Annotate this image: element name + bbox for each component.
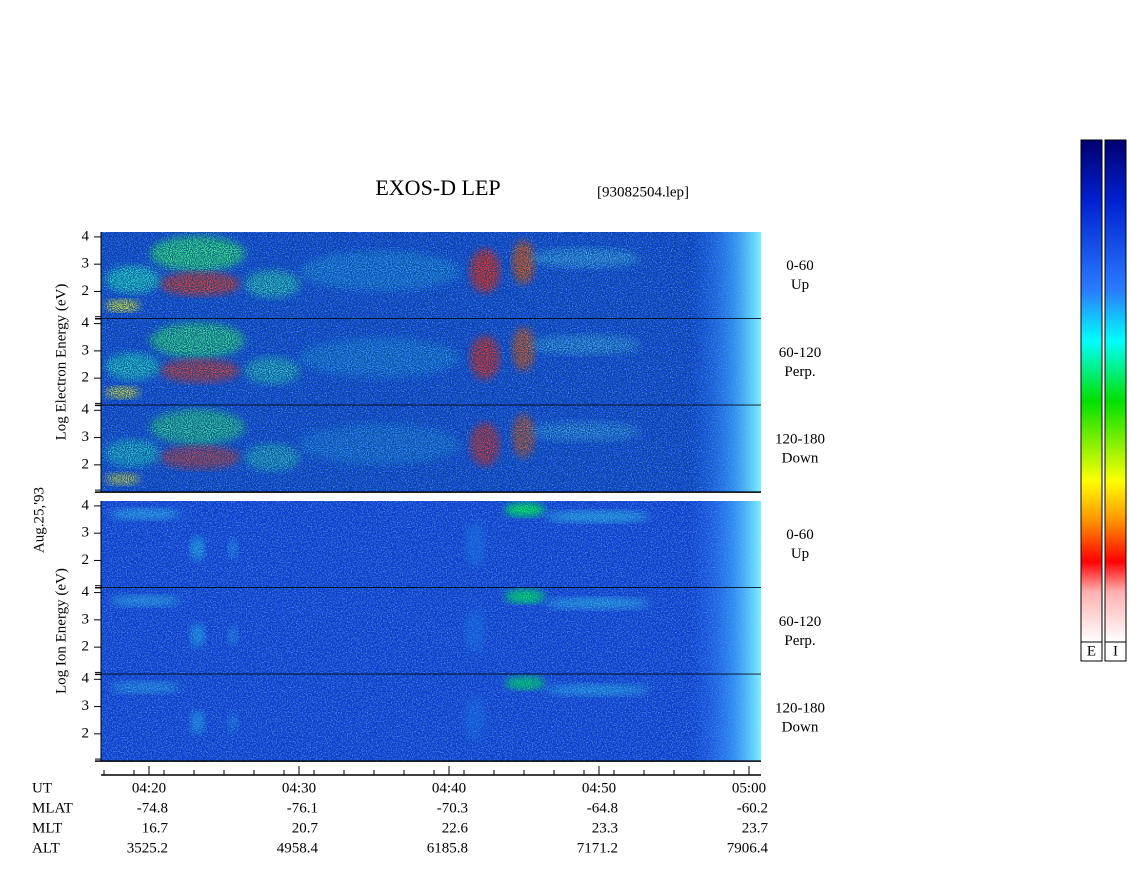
spectrogram <box>101 587 761 675</box>
direction-label: Down <box>782 451 819 467</box>
date-label: Aug.25,'93 <box>31 487 47 553</box>
y-tick-label: 3 <box>82 698 90 714</box>
color-bar <box>1080 139 1103 643</box>
y-tick-label: 4 <box>82 671 90 687</box>
row-value: 4958.4 <box>277 840 319 856</box>
y-tick-label: 3 <box>82 611 90 627</box>
file-name: [93082504.lep] <box>597 184 689 200</box>
speckle <box>101 587 761 675</box>
row-value: -70.3 <box>437 800 468 816</box>
y-tick-label: 3 <box>82 525 90 541</box>
y-tick-label: 2 <box>82 283 90 299</box>
row-value: 7906.4 <box>727 840 769 856</box>
row-value: 6185.8 <box>427 840 468 856</box>
speckle <box>101 318 761 406</box>
spectrogram <box>101 674 761 762</box>
x-tick-label: 04:40 <box>432 780 466 796</box>
y-tick-label: 4 <box>82 584 90 600</box>
row-value: 7171.2 <box>577 840 618 856</box>
y-tick-label: 2 <box>82 370 90 386</box>
edge-glow <box>690 501 761 588</box>
y-tick-label: 2 <box>82 725 90 741</box>
spectrogram <box>101 501 761 588</box>
spectrogram <box>101 318 761 406</box>
color-bar-label: I <box>1113 643 1118 659</box>
row-label: ALT <box>32 840 60 856</box>
row-value: 22.6 <box>442 820 469 836</box>
angle-label: 60-120 <box>779 345 822 361</box>
direction-label: Perp. <box>784 364 815 380</box>
y-tick-label: 4 <box>82 402 90 418</box>
color-bar-box <box>1080 641 1103 662</box>
row-value: 16.7 <box>142 820 169 836</box>
row-value: 3525.2 <box>127 840 168 856</box>
y-tick-label: 2 <box>82 639 90 655</box>
y-tick-label: 3 <box>82 429 90 445</box>
y-tick-label: 3 <box>82 342 90 358</box>
edge-glow <box>690 232 761 319</box>
color-bar-label: E <box>1087 643 1096 659</box>
spectrogram <box>101 405 761 493</box>
edge-glow <box>690 318 761 406</box>
x-tick-label: 04:20 <box>132 780 166 796</box>
row-value: -64.8 <box>587 800 618 816</box>
edge-glow <box>690 674 761 762</box>
x-tick-label: 05:00 <box>732 780 766 796</box>
y-tick-label: 4 <box>82 315 90 331</box>
x-axis-label: UT <box>32 780 52 796</box>
chart-title: EXOS-D LEP <box>375 175 500 200</box>
y-tick-label: 3 <box>82 256 90 272</box>
y-tick-label: 2 <box>82 552 90 568</box>
row-value: 23.7 <box>742 820 769 836</box>
edge-glow <box>690 405 761 493</box>
speckle <box>101 501 761 588</box>
y-tick-label: 4 <box>82 228 90 244</box>
row-value: -76.1 <box>287 800 318 816</box>
y-tick-label: 2 <box>82 456 90 472</box>
angle-label: 120-180 <box>775 701 825 717</box>
row-value: 23.3 <box>592 820 618 836</box>
direction-label: Up <box>791 546 809 562</box>
direction-label: Down <box>782 720 819 736</box>
edge-glow <box>690 587 761 675</box>
row-value: -60.2 <box>737 800 768 816</box>
x-tick-label: 04:50 <box>582 780 616 796</box>
row-value: -74.8 <box>137 800 168 816</box>
direction-label: Perp. <box>784 633 815 649</box>
angle-label: 0-60 <box>786 527 814 543</box>
speckle <box>101 405 761 493</box>
y-tick-label: 4 <box>82 497 90 513</box>
direction-label: Up <box>791 277 809 293</box>
speckle <box>101 232 761 319</box>
angle-label: 0-60 <box>786 258 814 274</box>
angle-label: 120-180 <box>775 432 825 448</box>
y-axis-label: Log Electron Energy (eV) <box>53 284 69 441</box>
row-label: MLT <box>32 820 62 836</box>
y-axis-label: Log Ion Energy (eV) <box>53 568 69 694</box>
row-value: 20.7 <box>292 820 319 836</box>
spectrogram <box>101 232 761 319</box>
color-bar-box <box>1104 641 1127 662</box>
color-bar <box>1104 139 1127 643</box>
speckle <box>101 674 761 762</box>
x-tick-label: 04:30 <box>282 780 316 796</box>
angle-label: 60-120 <box>779 614 822 630</box>
row-label: MLAT <box>32 800 73 816</box>
